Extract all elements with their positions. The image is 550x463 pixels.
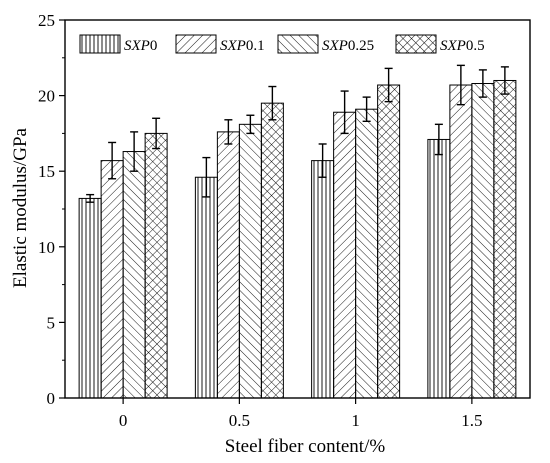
error-bar (246, 114, 255, 135)
error-bar (362, 96, 371, 123)
x-tick-label: 1 (351, 411, 360, 430)
bar-0_1-1 (333, 111, 357, 399)
legend-swatch (175, 34, 217, 54)
y-tick-label: 20 (38, 87, 55, 106)
legend-swatch (277, 34, 319, 54)
error-bar (384, 67, 393, 103)
legend-label: SXP0.5 (440, 38, 485, 54)
error-bar (268, 85, 277, 121)
x-axis-title: Steel fiber content/% (225, 436, 386, 457)
y-tick-label: 0 (47, 389, 56, 408)
legend-swatch (79, 34, 121, 54)
legend-item: SXP0.1 (175, 34, 265, 54)
y-tick-label: 25 (38, 11, 55, 30)
y-tick-label: 5 (47, 313, 56, 332)
bar-0-0_5 (194, 176, 218, 399)
legend-item: SXP0.25 (277, 34, 374, 54)
y-tick-label: 15 (38, 162, 55, 181)
error-bar (340, 90, 349, 135)
legend: SXP0 SXP0.1 SXP0.25 SXP0.5 (79, 34, 485, 54)
error-bar (456, 64, 465, 106)
bar-0_5-0_5 (260, 102, 284, 399)
legend-item: SXP0.5 (395, 34, 485, 54)
legend-item: SXP0 (79, 34, 157, 54)
bar-0-1_5 (427, 138, 451, 399)
bar-0_1-1_5 (449, 84, 473, 399)
bar-0_1-0 (100, 160, 124, 399)
legend-swatch (395, 34, 437, 54)
x-tick-label: 0 (119, 411, 128, 430)
y-tick-label: 10 (38, 238, 55, 257)
x-tick-label: 0.5 (229, 411, 250, 430)
error-bar (202, 156, 211, 198)
legend-label: SXP0 (124, 38, 157, 54)
error-bar (318, 143, 327, 178)
error-bar (108, 141, 117, 180)
error-bar (224, 119, 233, 145)
error-bar (152, 117, 161, 150)
bar-0_5-1_5 (493, 79, 517, 399)
error-bar (434, 123, 443, 156)
legend-label: SXP0.1 (220, 38, 265, 54)
x-tick-label: 1.5 (461, 411, 482, 430)
error-bar (478, 69, 487, 98)
legend-label: SXP0.25 (322, 38, 374, 54)
bar-0_1-0_5 (216, 131, 240, 399)
bar-0_5-1 (377, 84, 401, 399)
bar-0_25-0_5 (238, 123, 262, 399)
bar-0-0 (78, 197, 102, 399)
bar-0-1 (311, 160, 335, 399)
error-bar (86, 193, 95, 203)
bar-0_25-1_5 (471, 83, 495, 399)
bar-0_25-0 (122, 151, 146, 399)
error-bar (130, 131, 139, 172)
bar-0_25-1 (355, 108, 379, 399)
error-bar (500, 66, 509, 95)
axes-layer: 0 0.5 1 1.5 0 5 10 15 20 25 (38, 11, 531, 430)
error-bars-layer (86, 64, 509, 203)
bar-0_5-0 (144, 132, 168, 399)
y-axis-title: Elastic modulus/GPa (10, 127, 31, 287)
bars-layer (78, 79, 517, 399)
